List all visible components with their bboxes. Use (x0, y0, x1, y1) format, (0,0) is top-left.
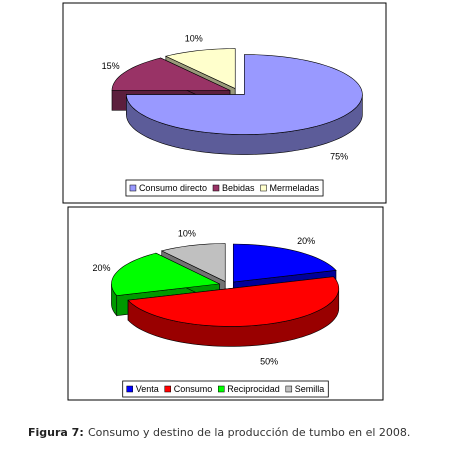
legend-swatch (260, 184, 267, 192)
pie-slice (160, 243, 226, 283)
legend-box (125, 179, 324, 197)
legend-label: Mermeladas (270, 183, 320, 193)
pie-slice (111, 252, 221, 296)
caption-label: Figura 7: (28, 426, 84, 439)
pie-slice (232, 243, 337, 283)
legend-label: Bebidas (222, 183, 255, 193)
legend-label: Venta (136, 384, 159, 394)
data-label: 10% (185, 33, 203, 43)
pie-slice (127, 276, 340, 327)
data-label: 50% (260, 356, 278, 366)
data-label: 15% (102, 61, 120, 71)
legend-swatch (285, 385, 293, 393)
legend-label: Semilla (295, 384, 325, 394)
caption-text: Consumo y destino de la producción de tu… (88, 426, 410, 439)
pie-slice (126, 54, 363, 135)
legend-label: Consumo directo (139, 183, 207, 193)
legend-swatch (129, 184, 137, 192)
legend-swatch (126, 385, 133, 393)
legend-label: Consumo (174, 384, 213, 394)
data-label: 20% (93, 263, 111, 273)
legend-swatch (218, 385, 225, 393)
pie-slice (111, 57, 231, 91)
data-label: 20% (297, 236, 315, 246)
legend: Venta Consumo Reciprocidad Semilla (122, 380, 329, 398)
legend-swatch (212, 184, 220, 192)
legend-label: Reciprocidad (227, 384, 280, 394)
legend-swatch (164, 385, 171, 393)
data-label: 75% (330, 152, 348, 162)
data-label: 10% (178, 228, 196, 238)
legend-box (122, 380, 329, 398)
legend: Consumo directo Bebidas Mermeladas (125, 179, 324, 197)
pie-slice (164, 48, 236, 90)
